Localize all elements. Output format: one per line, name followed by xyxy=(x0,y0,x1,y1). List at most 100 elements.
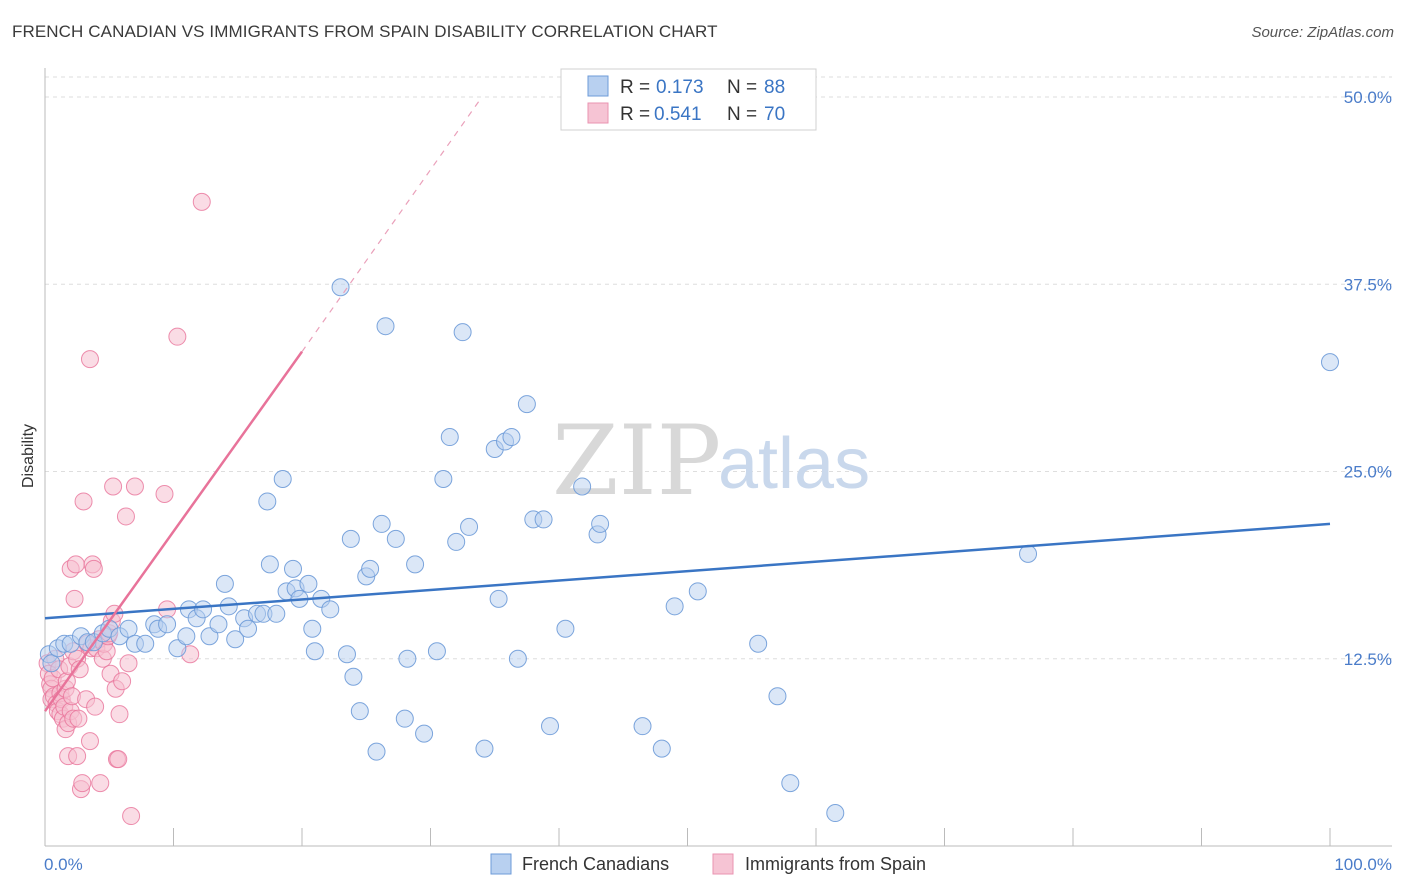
point-french-canadians-32 xyxy=(260,555,279,574)
point-immigrants-from-spain-63 xyxy=(122,807,141,826)
point-french-canadians-85 xyxy=(781,774,800,793)
series-french-canadians xyxy=(39,278,1339,823)
point-french-canadians-83 xyxy=(749,634,768,653)
y-tick-label-0: 12.5% xyxy=(1344,650,1392,669)
point-french-canadians-84 xyxy=(768,687,787,706)
point-french-canadians-52 xyxy=(372,514,391,533)
point-immigrants-from-spain-62 xyxy=(119,654,138,673)
point-french-canadians-41 xyxy=(305,642,324,661)
y-tick-label-2: 37.5% xyxy=(1344,275,1392,294)
point-french-canadians-53 xyxy=(376,317,395,336)
point-french-canadians-34 xyxy=(273,469,292,488)
point-french-canadians-55 xyxy=(395,709,414,728)
point-french-canadians-60 xyxy=(434,469,453,488)
point-french-canadians-75 xyxy=(556,619,575,638)
point-immigrants-from-spain-60 xyxy=(113,672,132,691)
point-french-canadians-43 xyxy=(321,600,340,619)
point-french-canadians-56 xyxy=(398,649,417,668)
point-french-canadians-73 xyxy=(534,510,553,529)
point-immigrants-from-spain-64 xyxy=(125,477,144,496)
point-immigrants-from-spain-61 xyxy=(116,507,135,526)
point-french-canadians-86 xyxy=(826,804,845,823)
legend-r-value-1: 0.173 xyxy=(656,77,704,98)
point-french-canadians-48 xyxy=(350,702,369,721)
watermark: ZIP atlas xyxy=(552,405,870,517)
legend-n-label-2: N = xyxy=(727,104,757,125)
point-french-canadians-23 xyxy=(209,615,228,634)
y-axis-title: Disability xyxy=(20,424,37,488)
point-french-canadians-16 xyxy=(158,615,177,634)
point-french-canadians-1 xyxy=(42,654,61,673)
point-french-canadians-65 xyxy=(475,739,494,758)
point-french-canadians-71 xyxy=(517,395,536,414)
point-french-canadians-17 xyxy=(168,639,187,658)
point-french-canadians-57 xyxy=(406,555,425,574)
point-french-canadians-63 xyxy=(453,323,472,342)
point-french-canadians-33 xyxy=(267,604,286,623)
y-tick-labels: 12.5% 25.0% 37.5% 50.0% xyxy=(1344,88,1392,669)
legend-swatch-immigrants-from-spain xyxy=(587,102,609,124)
series-immigrants-from-spain xyxy=(38,192,211,826)
bottom-legend-swatch-french-canadians xyxy=(490,853,512,875)
point-french-canadians-28 xyxy=(239,619,258,638)
point-french-canadians-81 xyxy=(665,597,684,616)
legend-r-value-2: 0.541 xyxy=(654,104,702,125)
point-immigrants-from-spain-38 xyxy=(80,732,99,751)
point-immigrants-from-spain-59 xyxy=(110,705,129,724)
point-french-canadians-51 xyxy=(367,742,386,761)
point-french-canadians-87 xyxy=(1019,544,1038,563)
point-immigrants-from-spain-27 xyxy=(65,589,84,608)
point-immigrants-from-spain-28 xyxy=(66,555,85,574)
point-immigrants-from-spain-42 xyxy=(84,559,103,578)
point-french-canadians-82 xyxy=(688,582,707,601)
point-french-canadians-11 xyxy=(119,619,138,638)
point-french-canadians-69 xyxy=(502,428,521,447)
point-french-canadians-21 xyxy=(194,600,213,619)
watermark-atlas: atlas xyxy=(718,424,870,504)
point-immigrants-from-spain-69 xyxy=(192,192,211,211)
point-french-canadians-64 xyxy=(460,517,479,536)
x-tick-label-max: 100.0% xyxy=(1334,855,1392,874)
point-immigrants-from-spain-43 xyxy=(86,697,105,716)
legend-swatch-french-canadians xyxy=(587,75,609,97)
watermark-zip: ZIP xyxy=(552,405,721,517)
point-french-canadians-39 xyxy=(299,574,318,593)
point-french-canadians-13 xyxy=(136,634,155,653)
point-french-canadians-62 xyxy=(447,532,466,551)
trend-line-immigrants-from-spain-extension xyxy=(301,96,483,353)
point-french-canadians-59 xyxy=(427,642,446,661)
point-immigrants-from-spain-67 xyxy=(168,327,187,346)
point-immigrants-from-spain-29 xyxy=(68,747,87,766)
point-french-canadians-78 xyxy=(591,514,610,533)
point-french-canadians-46 xyxy=(341,529,360,548)
point-french-canadians-47 xyxy=(344,667,363,686)
point-immigrants-from-spain-39 xyxy=(80,350,99,369)
point-french-canadians-61 xyxy=(440,428,459,447)
y-tick-label-3: 50.0% xyxy=(1344,88,1392,107)
gridlines xyxy=(45,76,1392,660)
point-immigrants-from-spain-35 xyxy=(74,492,93,511)
point-french-canadians-22 xyxy=(200,627,219,646)
axes xyxy=(44,68,1392,847)
legend-n-label-1: N = xyxy=(727,77,757,98)
legend: R = 0.173 N = 88 R = 0.541 N = 70 xyxy=(560,68,817,131)
legend-r-label-2: R = xyxy=(620,104,650,125)
point-french-canadians-88 xyxy=(1321,353,1339,372)
point-immigrants-from-spain-46 xyxy=(91,774,110,793)
point-immigrants-from-spain-65 xyxy=(155,484,174,503)
point-french-canadians-76 xyxy=(573,477,592,496)
trend-line-french-canadians xyxy=(44,522,1331,620)
point-immigrants-from-spain-34 xyxy=(73,774,92,793)
point-french-canadians-26 xyxy=(226,630,245,649)
legend-n-value-1: 88 xyxy=(764,77,785,98)
source-credit: Source: ZipAtlas.com xyxy=(1251,24,1394,41)
point-french-canadians-40 xyxy=(303,619,322,638)
point-french-canadians-74 xyxy=(541,717,560,736)
bottom-legend-swatch-immigrants-from-spain xyxy=(712,853,734,875)
point-french-canadians-58 xyxy=(415,724,434,743)
trend-line-immigrants-from-spain xyxy=(43,350,304,712)
trend-lines xyxy=(43,96,1331,712)
point-french-canadians-54 xyxy=(386,529,405,548)
point-french-canadians-44 xyxy=(331,278,350,297)
